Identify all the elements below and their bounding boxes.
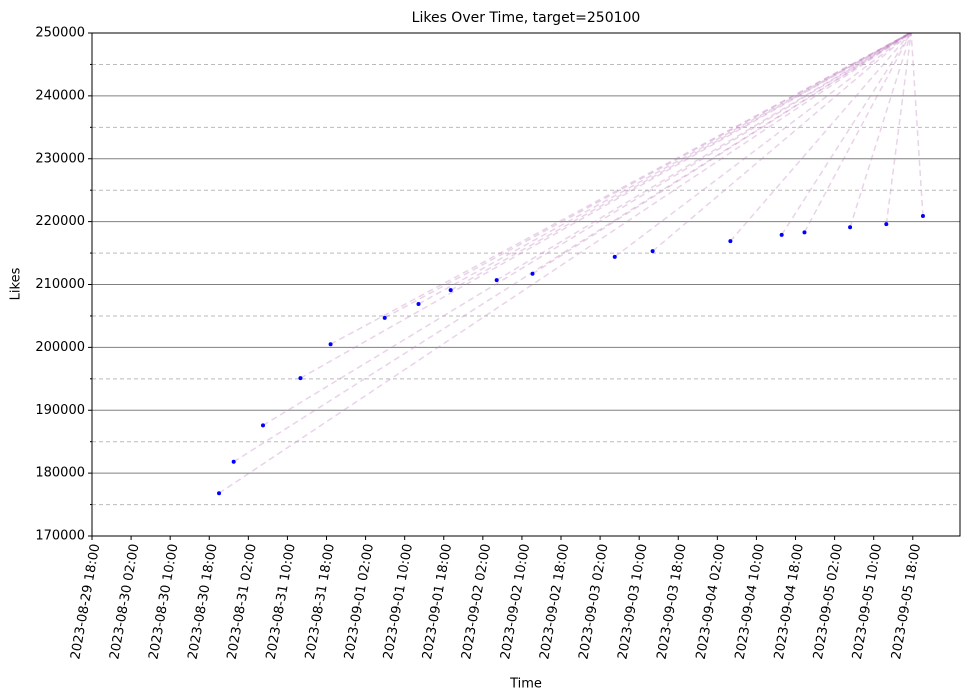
target-line	[233, 33, 912, 463]
target-line	[330, 33, 912, 345]
point	[884, 222, 889, 227]
x-tick-label: 2023-09-03 18:00	[655, 543, 690, 661]
target-line	[262, 33, 912, 426]
x-tick-label: 2023-09-04 02:00	[694, 543, 729, 661]
x-tick-label: 2023-08-30 02:00	[107, 543, 142, 661]
y-tick-label: 230000	[35, 151, 85, 166]
y-tick-label: 240000	[35, 88, 85, 103]
target-line	[652, 33, 912, 252]
y-tick-label: 210000	[35, 277, 85, 292]
x-tick-label: 2023-08-31 02:00	[225, 543, 260, 661]
x-tick-label: 2023-09-05 18:00	[889, 543, 924, 661]
target-line	[418, 33, 912, 305]
y-tick-label: 170000	[35, 529, 85, 544]
grid	[92, 33, 960, 536]
x-tick-label: 2023-09-04 18:00	[772, 543, 807, 661]
target-line	[614, 33, 912, 258]
point	[650, 249, 655, 254]
point	[779, 232, 784, 237]
target-line	[885, 33, 912, 225]
x-tick-label: 2023-09-05 10:00	[850, 543, 885, 661]
target-line	[803, 33, 912, 233]
point	[728, 239, 733, 244]
target-line	[300, 33, 912, 379]
point	[920, 213, 925, 218]
point	[328, 342, 333, 347]
y-tick-label: 180000	[35, 466, 85, 481]
x-tick-label: 2023-08-31 10:00	[264, 543, 299, 661]
plot-frame	[91, 32, 961, 537]
y-tick-label: 220000	[35, 214, 85, 229]
point	[416, 301, 421, 306]
point	[530, 271, 535, 276]
x-tick-label: 2023-09-05 02:00	[811, 543, 846, 661]
x-tick-label: 2023-09-02 10:00	[498, 543, 533, 661]
x-tick-label: 2023-08-30 10:00	[146, 543, 181, 661]
point	[612, 254, 617, 259]
target-line	[729, 33, 912, 242]
x-tick-label: 2023-09-01 02:00	[342, 543, 377, 661]
x-tick-label: 2023-09-01 18:00	[420, 543, 455, 661]
x-tick-label: 2023-08-29 18:00	[68, 543, 103, 661]
target-line	[849, 33, 912, 228]
y-axis-label: Likes	[9, 267, 24, 300]
target-line	[496, 33, 912, 281]
guide-lines	[218, 33, 924, 494]
y-tick-label: 200000	[35, 340, 85, 355]
point	[802, 230, 807, 235]
target-line	[450, 33, 912, 291]
point	[494, 278, 499, 283]
target-line	[532, 33, 912, 275]
x-tick-label: 2023-09-02 02:00	[459, 543, 494, 661]
x-tick-label: 2023-08-30 18:00	[186, 543, 221, 661]
target-line	[910, 33, 924, 217]
target-line	[218, 33, 912, 494]
point	[448, 288, 453, 293]
point	[848, 225, 853, 230]
x-axis-label: Time	[509, 677, 542, 692]
x-tick-label: 2023-08-31 18:00	[303, 543, 338, 661]
y-tick-label: 250000	[35, 26, 85, 41]
axes: 170000 180000 190000 200000 210000 220000 2300…	[35, 26, 924, 661]
point	[217, 491, 222, 496]
chart-title: Likes Over Time, target=250100	[412, 10, 641, 26]
x-tick-label: 2023-09-01 10:00	[381, 543, 416, 661]
point	[260, 423, 265, 428]
point	[298, 376, 303, 381]
points	[217, 213, 925, 496]
y-tick-label: 190000	[35, 403, 85, 418]
point	[382, 315, 387, 320]
point	[231, 459, 236, 464]
x-tick-label: 2023-09-02 18:00	[537, 543, 572, 661]
x-tick-label: 2023-09-03 02:00	[576, 543, 611, 661]
x-tick-label: 2023-09-04 10:00	[733, 543, 768, 661]
target-line	[781, 33, 912, 236]
x-tick-label: 2023-09-03 10:00	[615, 543, 650, 661]
